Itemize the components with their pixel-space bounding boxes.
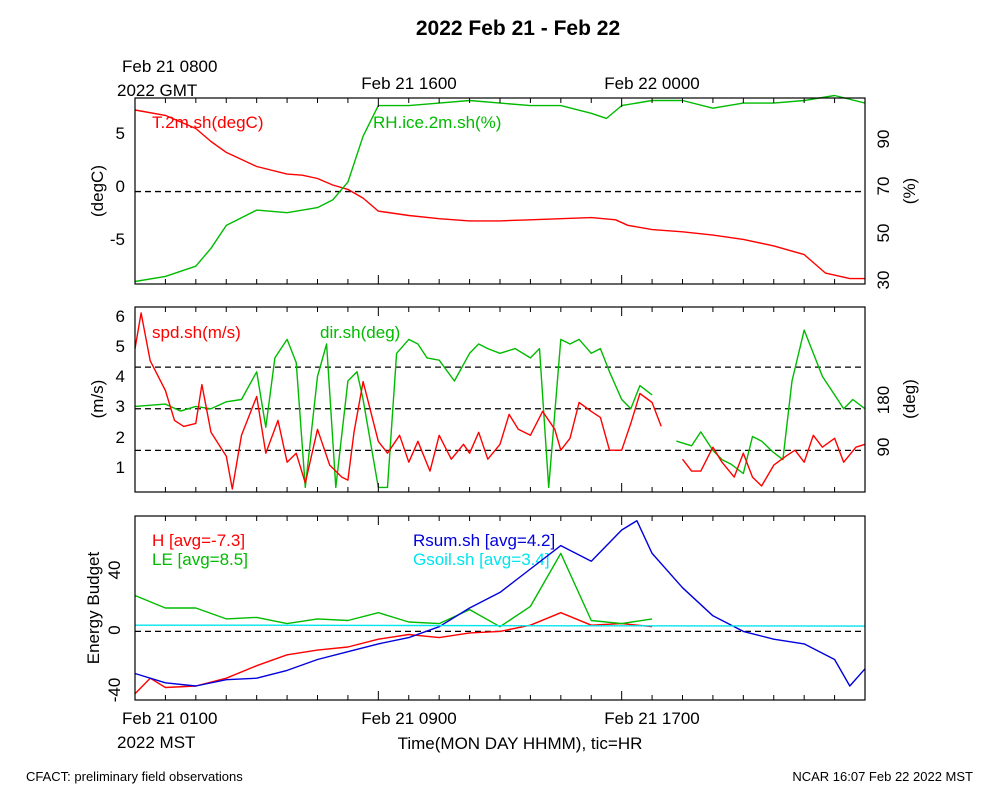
bottom-time-label-3: Feb 21 0900 (361, 709, 456, 728)
panel3-legend-rsum: Rsum.sh [avg=4.2] (413, 531, 555, 550)
panel3-ytick-0: 0 (105, 625, 124, 634)
footer-left: CFACT: preliminary field observations (26, 769, 243, 784)
wind-direction-series-line (676, 329, 866, 475)
soil-heat-series-line (135, 624, 866, 627)
panel2-legend-direction: dir.sh(deg) (320, 323, 400, 342)
panel3-ytick-minus40: -40 (105, 678, 124, 703)
panel2-ytick-3: 3 (116, 397, 125, 416)
chart-title: 2022 Feb 21 - Feb 22 (416, 17, 620, 40)
panel3-left-label: Energy Budget (84, 551, 103, 664)
temperature-series-line (134, 109, 865, 280)
panel3-ytick-40: 40 (105, 561, 124, 580)
panel-temperature-humidity: (degC) (%) T.2m.sh(degC) RH.ice.2m.sh(%)… (88, 94, 919, 290)
panel3-plot-area (134, 515, 866, 701)
panel1-rtick-70: 70 (874, 177, 893, 196)
panel2-ytick-1: 1 (116, 458, 125, 477)
panel1-legend-temperature: T.2m.sh(degC) (152, 113, 263, 132)
panel2-legend-speed: spd.sh(m/s) (152, 323, 241, 342)
panel1-plot-area (134, 94, 866, 285)
panel3-legend-le: LE [avg=8.5] (152, 550, 248, 569)
bottom-time-label-4: Feb 21 1700 (604, 709, 699, 728)
panel2-rtick-180: 180 (874, 386, 893, 414)
panel-wind: (m/s) (deg) spd.sh(m/s) dir.sh(deg) 6 5 … (88, 306, 919, 493)
panel1-legend-humidity: RH.ice.2m.sh(%) (373, 113, 501, 132)
wind-direction-series-line (134, 338, 653, 489)
wind-speed-series-line (134, 312, 662, 490)
panel3-legend-gsoil: Gsoil.sh [avg=3.4] (413, 550, 550, 569)
net-radiation-series-line (134, 520, 866, 687)
panel1-rtick-50: 50 (874, 224, 893, 243)
top-time-label-1: Feb 21 0800 (122, 57, 217, 76)
panel3-legend-h: H [avg=-7.3] (152, 531, 245, 550)
latent-heat-series-line (134, 552, 653, 628)
panel2-ytick-4: 4 (116, 367, 125, 386)
panel1-ytick-0: 0 (116, 177, 125, 196)
top-time-label-3: Feb 21 1600 (361, 74, 456, 93)
panel1-left-label: (degC) (88, 165, 107, 217)
panel1-ytick-minus5: -5 (110, 230, 125, 249)
panel1-right-label: (%) (900, 178, 919, 204)
panel2-left-label: (m/s) (88, 380, 107, 419)
panel1-rtick-30: 30 (874, 271, 893, 290)
top-time-label-2: 2022 GMT (117, 81, 197, 100)
footer-right: NCAR 16:07 Feb 22 2022 MST (792, 769, 973, 784)
panel-energy-budget: Energy Budget H [avg=-7.3] LE [avg=8.5] … (84, 515, 866, 703)
bottom-time-label-2: 2022 MST (117, 733, 195, 752)
panel1-rtick-90: 90 (874, 130, 893, 149)
panel2-rtick-90: 90 (874, 438, 893, 457)
x-axis-label: Time(MON DAY HHMM), tic=HR (398, 734, 643, 753)
panel2-ytick-6: 6 (116, 307, 125, 326)
panel1-ytick-5: 5 (116, 124, 125, 143)
bottom-time-label-1: Feb 21 0100 (122, 709, 217, 728)
panel2-ytick-2: 2 (116, 428, 125, 447)
panel2-ytick-5: 5 (116, 337, 125, 356)
top-time-label-4: Feb 22 0000 (604, 74, 699, 93)
panel2-right-label: (deg) (900, 379, 919, 419)
panel2-plot-area (134, 306, 866, 493)
wind-speed-series-line (681, 434, 866, 487)
